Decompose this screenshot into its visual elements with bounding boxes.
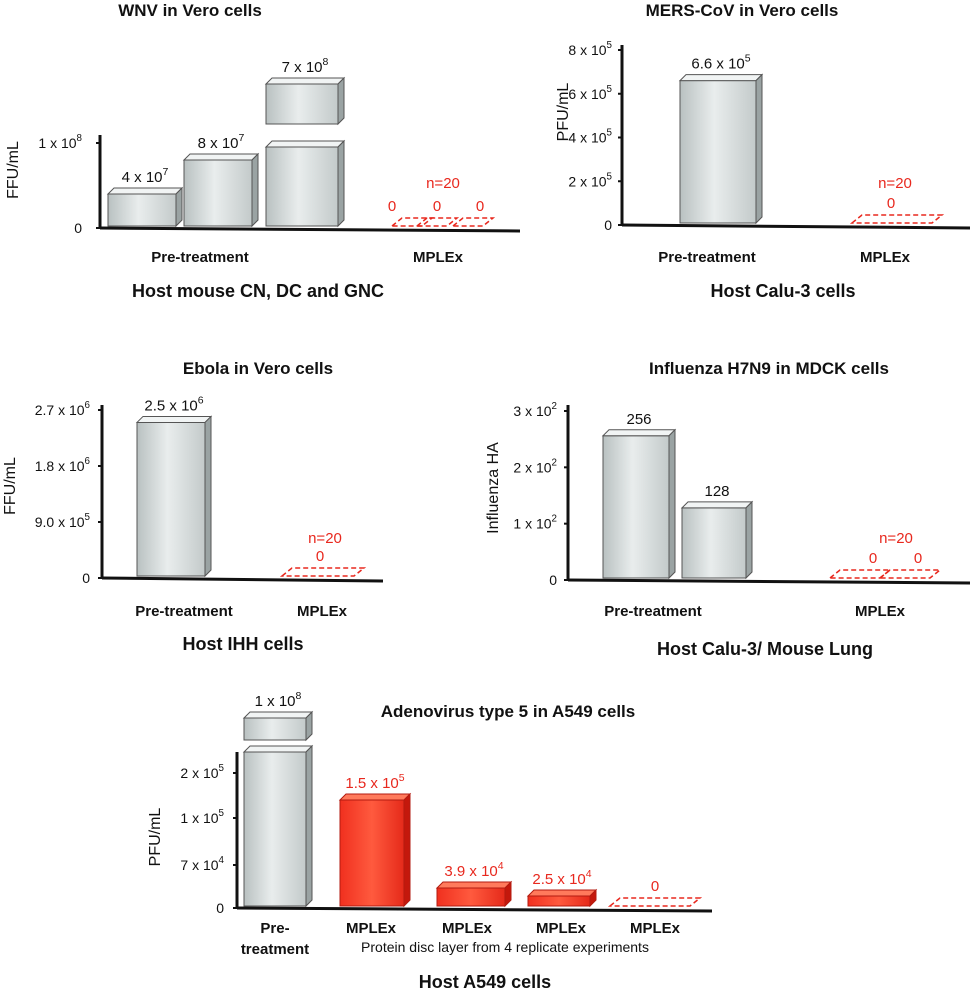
zero-bar xyxy=(417,218,457,226)
zero-bar xyxy=(852,215,942,223)
group-label: MPLEx xyxy=(855,603,906,620)
chart-title: Adenovirus type 5 in A549 cells xyxy=(381,702,635,721)
bar xyxy=(603,430,675,578)
data-label: 2.5 x 104 xyxy=(532,868,591,888)
y-tick-label: 1 x 105 xyxy=(180,808,224,826)
y-axis-label: FFU/mL xyxy=(5,141,22,199)
data-label: 0 xyxy=(433,198,441,215)
y-tick-label: 8 x 105 xyxy=(568,40,612,58)
chart-title: WNV in Vero cells xyxy=(118,1,262,20)
bar xyxy=(437,882,511,906)
group-label: Pre-treatment xyxy=(135,603,233,620)
data-label: 128 xyxy=(704,483,729,500)
category-sublabel: Protein disc layer from 4 replicate expe… xyxy=(361,939,649,955)
data-label: 256 xyxy=(626,411,651,428)
y-tick-label: 0 xyxy=(82,570,90,586)
group-label: MPLEx xyxy=(860,249,911,266)
y-tick-label: 4 x 105 xyxy=(568,128,612,146)
y-tick-label: 1 x 108 xyxy=(38,133,82,151)
bar xyxy=(682,502,752,578)
n-annotation: n=20 xyxy=(308,530,342,547)
bar xyxy=(108,188,182,226)
bar-break-segment xyxy=(244,712,312,740)
y-tick-label: 2 x 105 xyxy=(180,763,224,781)
group-label: Pre-treatment xyxy=(151,249,249,266)
host-label: Host A549 cells xyxy=(419,972,551,992)
zero-bar xyxy=(880,570,940,578)
bar-break-segment xyxy=(266,78,344,124)
y-tick-label: 0 xyxy=(216,900,224,916)
data-label: 2.5 x 106 xyxy=(144,394,203,414)
bar xyxy=(528,890,596,906)
y-tick-label: 0 xyxy=(74,220,82,236)
bar xyxy=(244,746,312,906)
data-label: 6.6 x 105 xyxy=(691,53,750,73)
category-label: treatment xyxy=(241,941,309,958)
data-label: 0 xyxy=(651,878,659,895)
y-axis-label: PFU/mL xyxy=(147,808,164,867)
host-label: Host Calu-3/ Mouse Lung xyxy=(657,639,873,659)
host-label: Host IHH cells xyxy=(182,634,303,654)
bar xyxy=(340,794,410,906)
group-label: Pre-treatment xyxy=(658,249,756,266)
group-label: MPLEx xyxy=(297,603,348,620)
chart-title: MERS-CoV in Vero cells xyxy=(646,1,839,20)
chart-title: Influenza H7N9 in MDCK cells xyxy=(649,359,889,378)
data-label: 7 x 108 xyxy=(282,56,329,76)
n-annotation: n=20 xyxy=(879,530,913,547)
y-tick-label: 3 x 102 xyxy=(513,401,557,419)
bar xyxy=(266,141,344,226)
host-label: Host mouse CN, DC and GNC xyxy=(132,281,384,301)
data-label: 8 x 107 xyxy=(198,132,245,152)
data-label: 0 xyxy=(914,550,922,567)
y-tick-label: 6 x 105 xyxy=(568,84,612,102)
category-label: MPLEx xyxy=(346,920,397,937)
category-label: MPLEx xyxy=(442,920,493,937)
category-label: MPLEx xyxy=(536,920,587,937)
data-label: 0 xyxy=(388,198,396,215)
y-tick-label: 9.0 x 105 xyxy=(35,512,91,530)
data-label: 4 x 107 xyxy=(122,166,169,186)
data-label: 0 xyxy=(476,198,484,215)
n-annotation: n=20 xyxy=(878,175,912,192)
y-tick-label: 2 x 105 xyxy=(568,171,612,189)
data-label: 3.9 x 104 xyxy=(444,860,503,880)
y-tick-label: 1.8 x 106 xyxy=(35,456,91,474)
y-tick-label: 0 xyxy=(604,217,612,233)
category-label: Pre- xyxy=(260,920,289,937)
data-label: 1 x 108 xyxy=(255,690,302,710)
axes xyxy=(622,45,970,228)
zero-bar xyxy=(453,218,493,226)
bar xyxy=(137,416,211,576)
chart-0: WNV in Vero cells Host mouse CN, DC and G… xyxy=(5,1,484,301)
group-label: Pre-treatment xyxy=(604,603,702,620)
bar xyxy=(184,154,258,226)
group-label: MPLEx xyxy=(413,249,464,266)
zero-bar xyxy=(282,568,364,576)
data-label: 0 xyxy=(887,195,895,212)
chart-title: Ebola in Vero cells xyxy=(183,359,333,378)
y-tick-label: 1 x 102 xyxy=(513,514,557,532)
y-axis-label: Influenza HA xyxy=(485,442,502,534)
y-axis-label: FFU/mL xyxy=(2,457,19,515)
y-tick-label: 2 x 102 xyxy=(513,457,557,475)
y-tick-label: 2.7 x 106 xyxy=(35,400,91,418)
host-label: Host Calu-3 cells xyxy=(710,281,855,301)
figure: WNV in Vero cells Host mouse CN, DC and G… xyxy=(0,0,979,993)
chart-4: Adenovirus type 5 in A549 cells Host A549… xyxy=(147,690,681,992)
n-annotation: n=20 xyxy=(426,175,460,192)
y-tick-label: 7 x 104 xyxy=(180,855,224,873)
bar xyxy=(680,75,762,223)
y-tick-label: 0 xyxy=(549,572,557,588)
data-label: 0 xyxy=(869,550,877,567)
category-label: MPLEx xyxy=(630,920,681,937)
data-label: 0 xyxy=(316,548,324,565)
zero-bar xyxy=(610,898,700,906)
data-label: 1.5 x 105 xyxy=(345,772,404,792)
